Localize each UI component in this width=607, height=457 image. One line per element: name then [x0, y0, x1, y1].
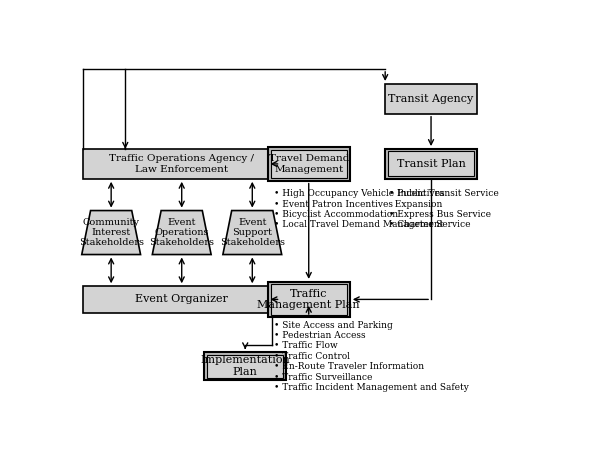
Text: Event Organizer: Event Organizer	[135, 294, 228, 304]
Bar	[83, 149, 280, 179]
Bar	[268, 282, 350, 317]
Text: Transit Agency: Transit Agency	[388, 94, 473, 104]
Bar	[83, 286, 280, 313]
Polygon shape	[152, 211, 211, 255]
Text: Community
Interest
Stakeholders: Community Interest Stakeholders	[79, 218, 144, 247]
Bar	[271, 284, 347, 314]
Polygon shape	[82, 211, 141, 255]
Text: Traffic Operations Agency /
Law Enforcement: Traffic Operations Agency / Law Enforcem…	[109, 154, 254, 174]
Text: Traffic
Management Plan: Traffic Management Plan	[257, 289, 360, 310]
Bar	[385, 84, 477, 114]
Text: • Public Transit Service
  Expansion
• Express Bus Service
• Charter Service: • Public Transit Service Expansion • Exp…	[388, 189, 498, 229]
Bar	[271, 150, 347, 178]
Text: • Site Access and Parking
• Pedestrian Access
• Traffic Flow
• Traffic Control
•: • Site Access and Parking • Pedestrian A…	[274, 320, 469, 392]
Bar	[204, 352, 287, 380]
Bar	[208, 355, 283, 378]
Text: Implementation
Plan: Implementation Plan	[200, 356, 290, 377]
Text: • High Occupancy Vehicle Incentives
• Event Patron Incentives
• Bicyclist Accomm: • High Occupancy Vehicle Incentives • Ev…	[274, 189, 445, 229]
Text: Event
Support
Stakeholders: Event Support Stakeholders	[220, 218, 285, 247]
Bar	[268, 147, 350, 181]
Text: Travel Demand
Management: Travel Demand Management	[268, 154, 349, 174]
Text: Event
Operations
Stakeholders: Event Operations Stakeholders	[149, 218, 214, 247]
Bar	[385, 149, 477, 179]
Text: Transit Plan: Transit Plan	[396, 159, 466, 169]
Polygon shape	[223, 211, 282, 255]
Bar	[388, 151, 473, 176]
